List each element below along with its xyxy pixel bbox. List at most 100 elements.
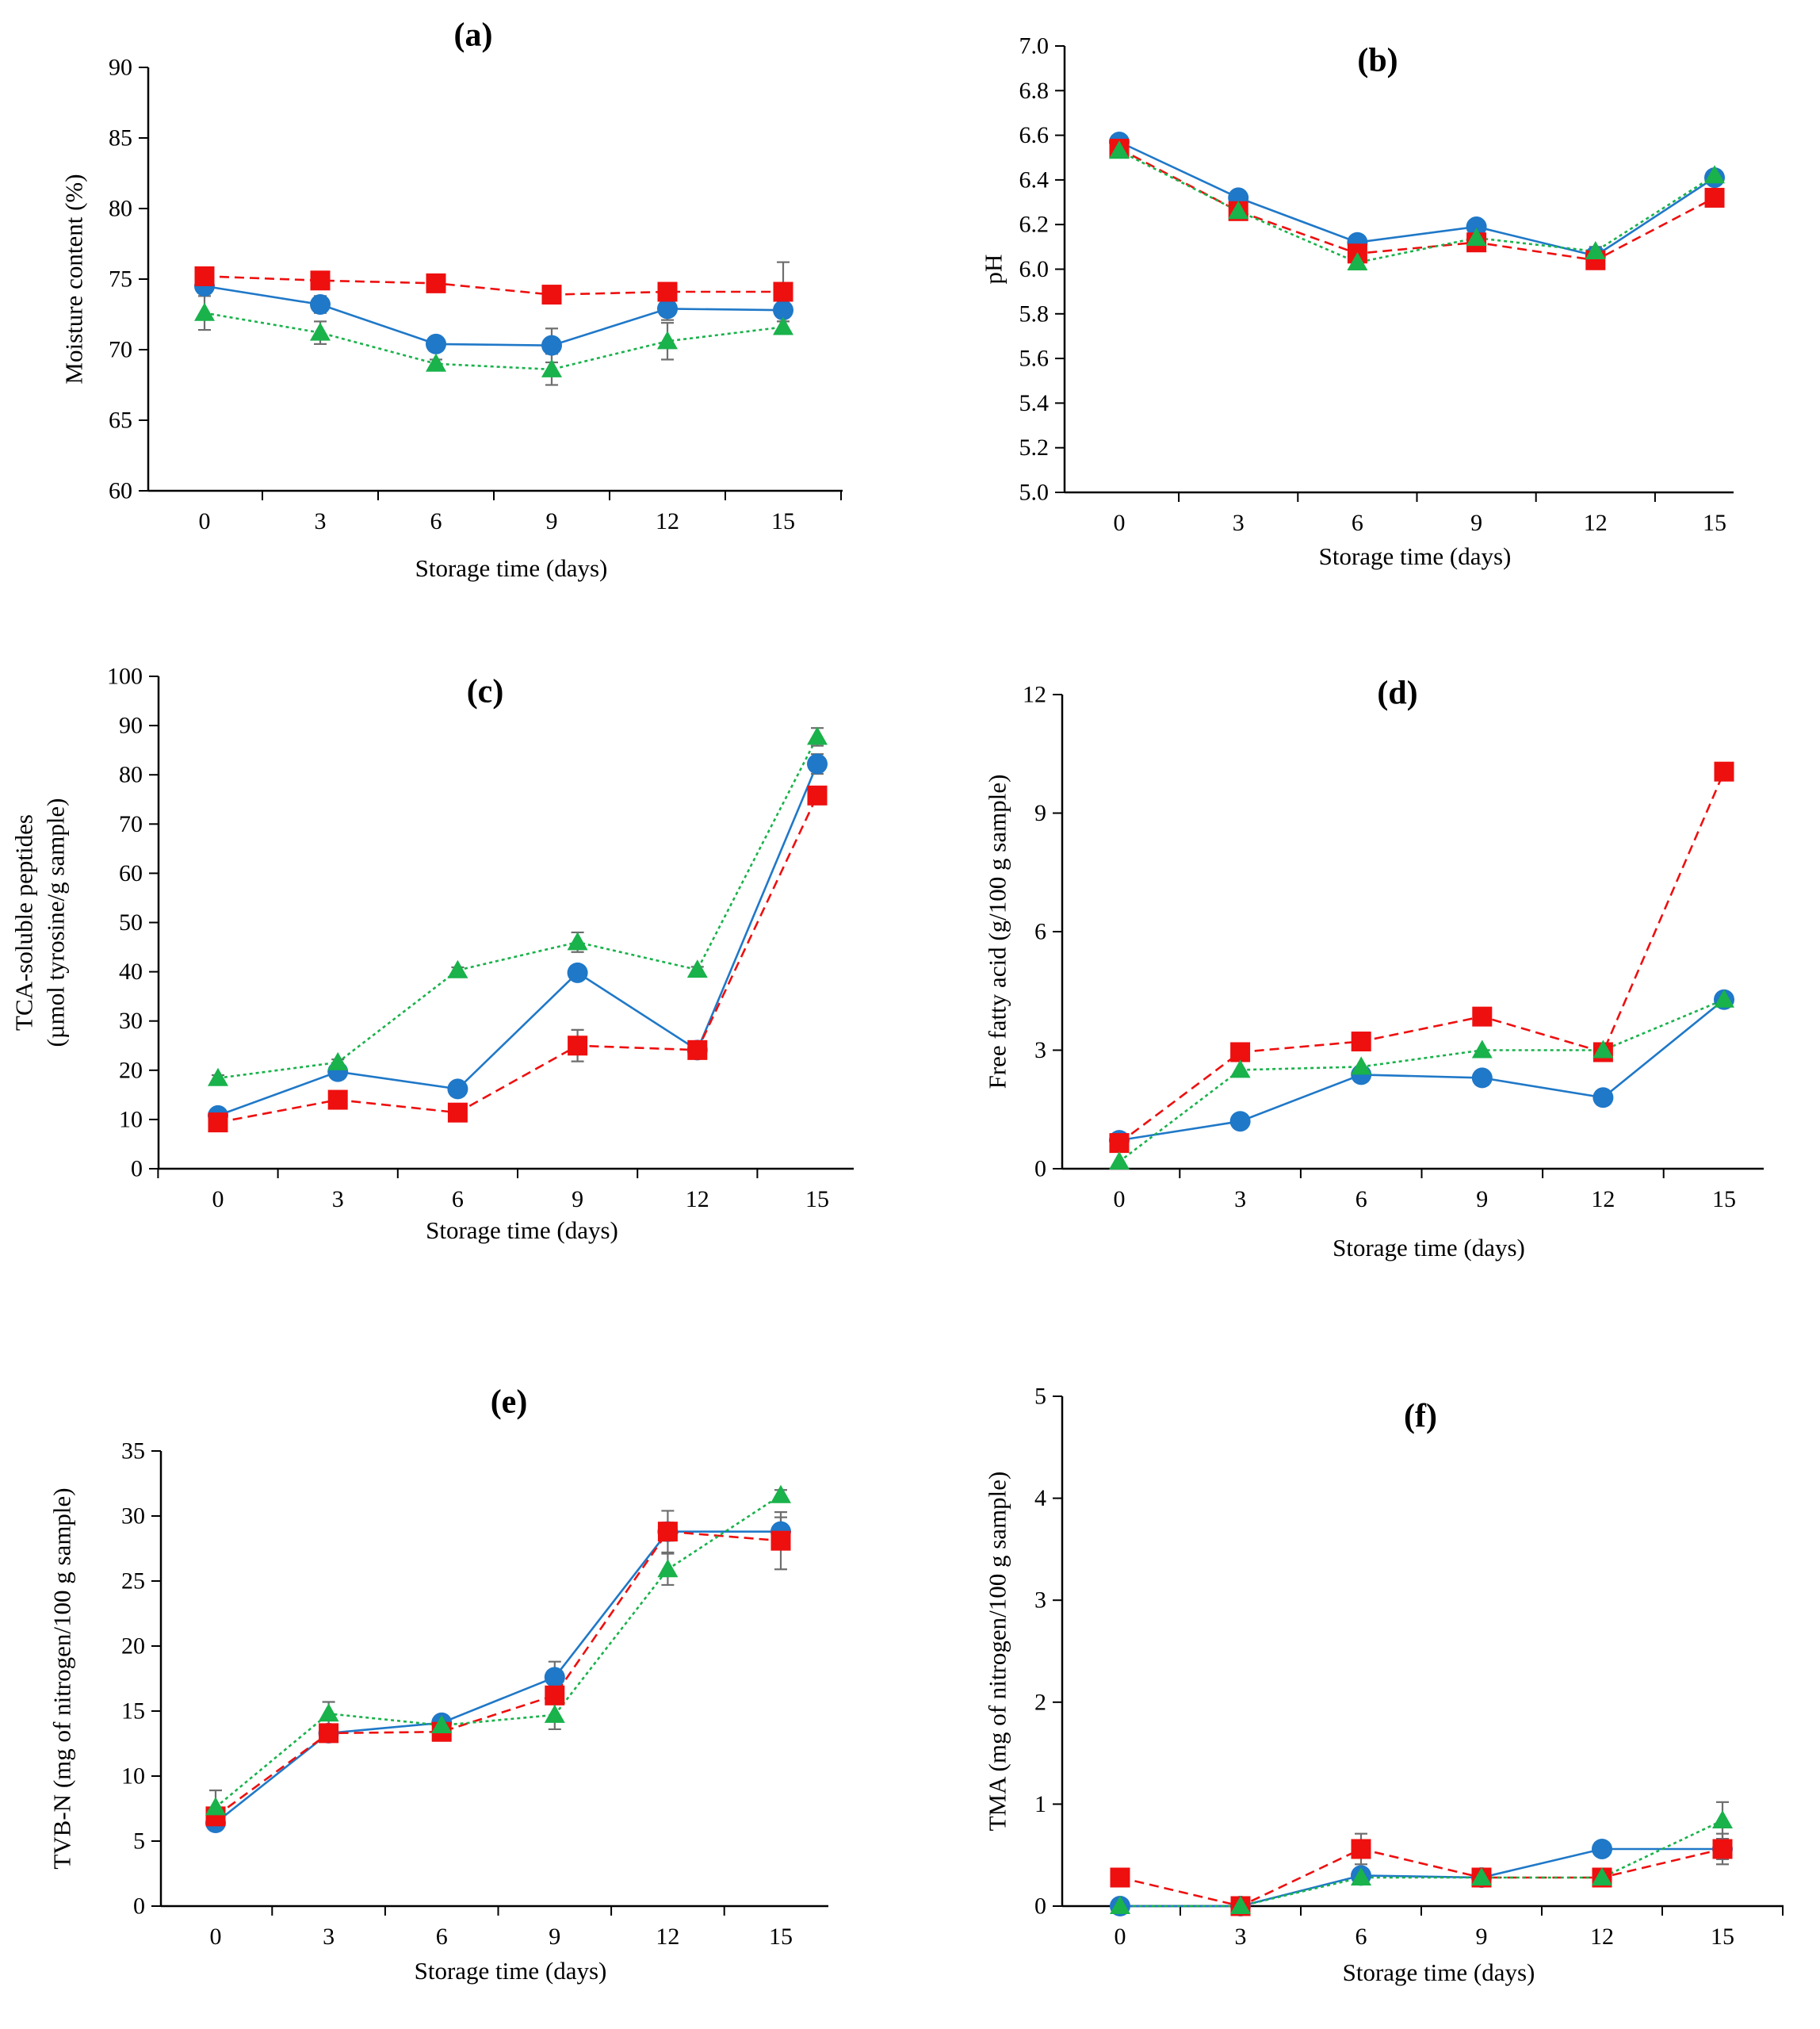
y-tick-label: 50 <box>119 909 143 936</box>
data-point-triangle <box>1585 240 1606 259</box>
y-tick-label: 6 <box>1034 919 1046 945</box>
data-point-square <box>687 1039 708 1060</box>
data-point-triangle <box>541 358 562 377</box>
data-point-triangle <box>208 1067 228 1086</box>
y-tick-label: 80 <box>119 762 143 788</box>
data-point-triangle <box>1592 1039 1614 1059</box>
data-point-triangle <box>1704 165 1725 184</box>
y-tick-label: 30 <box>121 1503 145 1529</box>
data-point-square <box>1704 187 1725 208</box>
data-point-triangle <box>1714 989 1734 1008</box>
data-point-square <box>310 270 331 291</box>
y-axis-label: (µmol tyrosine/g sample) <box>42 798 70 1047</box>
x-tick-label: 15 <box>1712 1186 1736 1212</box>
data-point-triangle <box>205 1797 226 1816</box>
y-tick-label: 6.2 <box>1019 212 1050 238</box>
y-tick-label: 20 <box>119 1057 143 1083</box>
x-tick-label: 12 <box>686 1186 709 1212</box>
data-point-triangle <box>1347 252 1368 271</box>
y-tick-label: 75 <box>109 266 132 293</box>
chart-panel-b: (b) 5.0 5.2 5.4 5.6 5.8 6.0 6.2 6.4 6.6 6.8 7.0 0 3 6 9… <box>980 33 1734 570</box>
chart-title: (c) <box>467 674 504 710</box>
y-tick-label: 6.0 <box>1019 256 1050 282</box>
chart-title: (b) <box>1357 43 1398 79</box>
data-point-triangle <box>1466 228 1487 247</box>
y-tick-label: 70 <box>119 811 143 837</box>
data-point-square <box>568 1036 588 1056</box>
series-line-triangle <box>1118 150 1715 264</box>
data-point-square <box>1110 1867 1130 1888</box>
y-tick-label: 3 <box>1034 1037 1046 1063</box>
x-tick-label: 12 <box>656 1924 679 1950</box>
data-point-triangle <box>327 1051 349 1070</box>
data-point-circle <box>1466 216 1487 238</box>
x-tick-label: 0 <box>1115 1924 1126 1950</box>
x-axis-label: Storage time (days) <box>1332 1234 1525 1261</box>
data-point-square <box>1714 761 1734 782</box>
data-point-square <box>773 281 793 302</box>
data-point-square <box>541 285 562 305</box>
y-tick-label: 65 <box>109 408 132 434</box>
data-point-triangle <box>447 959 468 978</box>
y-tick-label: 100 <box>107 664 143 690</box>
x-tick-label: 6 <box>1355 1186 1367 1212</box>
data-point-circle <box>657 298 678 320</box>
data-point-circle <box>541 335 562 356</box>
x-tick-label: 15 <box>1703 510 1726 536</box>
data-point-triangle <box>1592 1866 1612 1885</box>
data-point-triangle <box>1712 1809 1733 1828</box>
data-point-square <box>657 281 678 302</box>
x-tick-label: 3 <box>1233 510 1245 536</box>
x-tick-label: 9 <box>1476 1186 1488 1212</box>
x-tick-label: 3 <box>1234 1186 1246 1212</box>
data-point-circle <box>447 1078 468 1100</box>
series-line-square <box>215 1530 782 1817</box>
data-point-triangle <box>770 1484 791 1503</box>
x-axis-label: Storage time (days) <box>426 1216 618 1244</box>
y-tick-label: 0 <box>133 1893 145 1920</box>
data-point-square <box>1351 1839 1371 1859</box>
data-point-triangle <box>310 322 331 341</box>
chart-title: (f) <box>1404 1399 1437 1435</box>
data-point-square <box>319 1723 339 1744</box>
x-tick-label: 12 <box>1590 1924 1614 1950</box>
data-point-circle <box>1229 1111 1251 1132</box>
y-tick-label: 85 <box>109 125 132 151</box>
x-tick-label: 9 <box>1476 1924 1488 1950</box>
data-point-circle <box>1592 1838 1612 1859</box>
y-tick-label: 10 <box>121 1763 145 1790</box>
data-point-triangle <box>194 302 215 321</box>
y-tick-label: 20 <box>121 1633 145 1660</box>
x-tick-label: 6 <box>436 1924 448 1950</box>
y-tick-label: 6.4 <box>1019 167 1050 193</box>
y-tick-label: 5.2 <box>1019 435 1050 461</box>
chart-title: (a) <box>454 17 493 54</box>
x-tick-label: 15 <box>769 1924 793 1950</box>
data-point-triangle <box>426 353 446 372</box>
x-tick-label: 3 <box>332 1186 344 1212</box>
data-point-circle <box>567 962 588 983</box>
series-line-square <box>204 275 783 296</box>
y-tick-label: 6.8 <box>1019 78 1050 104</box>
data-point-square <box>1230 1042 1251 1062</box>
y-tick-label: 5.8 <box>1019 301 1050 327</box>
y-tick-label: 30 <box>119 1008 143 1034</box>
data-point-square <box>208 1112 228 1133</box>
y-axis-label: TCA-soluble peptides <box>10 814 38 1031</box>
y-axis-label: TVB-N (mg of nitrogen/100 g sample) <box>48 1487 76 1869</box>
y-tick-label: 60 <box>109 478 132 504</box>
data-point-square <box>447 1102 468 1123</box>
x-tick-label: 3 <box>323 1924 335 1950</box>
y-tick-label: 4 <box>1034 1485 1046 1511</box>
x-tick-label: 0 <box>1114 1186 1126 1212</box>
data-point-triangle <box>431 1715 453 1734</box>
x-tick-label: 12 <box>656 508 679 534</box>
y-axis-label: pH <box>980 255 1008 285</box>
y-tick-label: 25 <box>121 1568 145 1594</box>
data-point-triangle <box>544 1704 565 1723</box>
series-line-square <box>1118 771 1726 1144</box>
data-point-triangle <box>1228 201 1249 220</box>
data-point-square <box>327 1089 348 1110</box>
